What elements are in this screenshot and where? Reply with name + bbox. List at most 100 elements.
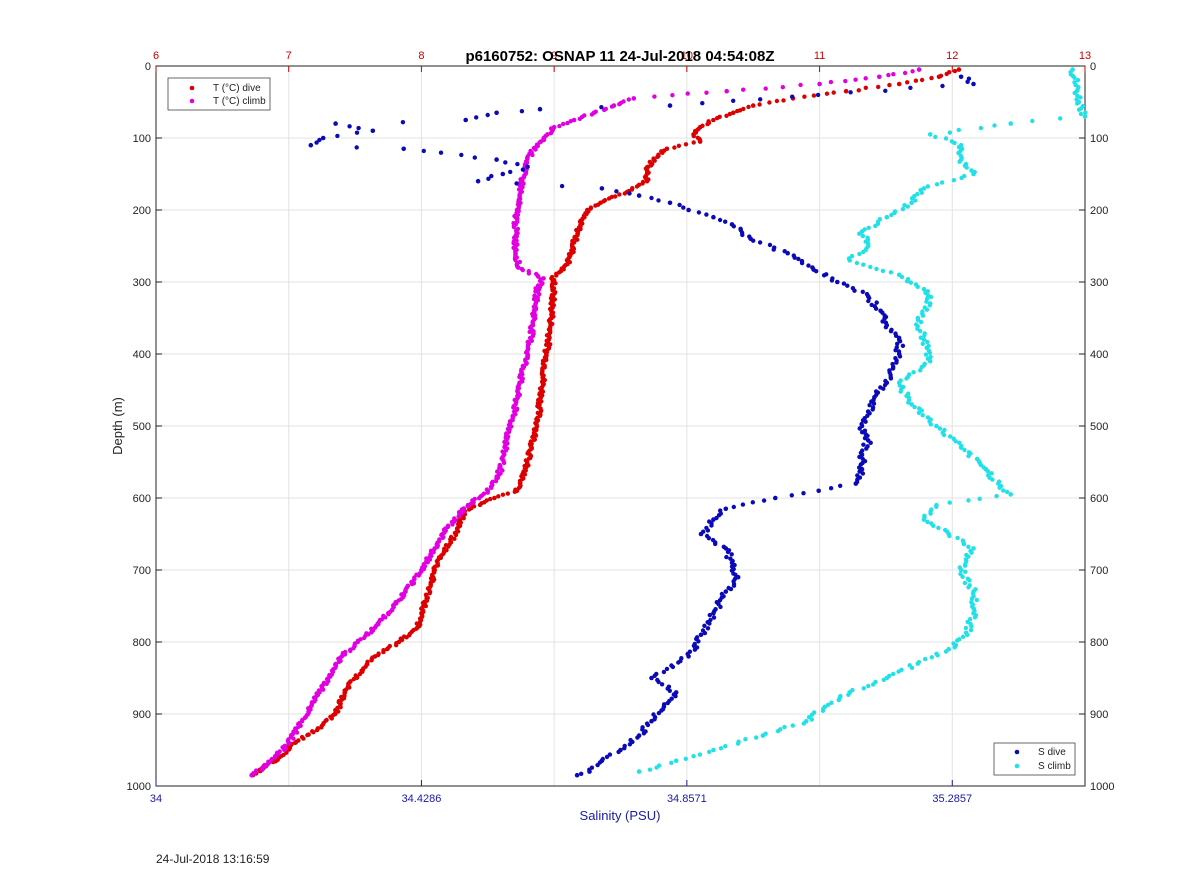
data-point xyxy=(953,439,958,444)
data-point xyxy=(746,104,751,110)
data-point xyxy=(908,280,913,285)
data-point xyxy=(631,96,637,101)
data-point xyxy=(828,486,834,491)
data-point xyxy=(1082,114,1088,119)
data-point xyxy=(919,190,924,195)
data-point xyxy=(557,123,562,129)
data-point xyxy=(652,158,657,163)
data-point xyxy=(843,88,849,94)
data-point xyxy=(913,78,919,83)
legend-label-t-dive: T (°C) dive xyxy=(213,83,261,94)
y-axis-label: Depth (m) xyxy=(110,397,125,455)
data-point xyxy=(922,333,927,338)
data-point xyxy=(622,191,627,196)
data-point xyxy=(918,328,923,334)
data-point xyxy=(641,731,647,736)
data-point xyxy=(916,67,922,72)
data-point xyxy=(654,765,659,770)
data-point xyxy=(906,400,911,405)
data-point xyxy=(476,496,482,501)
data-point xyxy=(871,682,876,687)
data-point xyxy=(809,712,815,717)
data-point xyxy=(731,98,736,104)
data-point xyxy=(948,434,953,439)
data-point xyxy=(489,173,494,179)
data-point xyxy=(888,329,894,334)
data-point xyxy=(723,219,728,224)
data-point xyxy=(260,767,265,772)
data-point xyxy=(898,389,903,394)
data-point xyxy=(966,453,971,459)
depth-tick-label-right: 600 xyxy=(1090,493,1108,505)
data-point xyxy=(711,214,716,220)
salinity-tick-label: 34 xyxy=(150,793,162,805)
data-point xyxy=(940,83,945,89)
legend-box xyxy=(167,77,271,111)
data-point xyxy=(526,271,532,276)
data-point xyxy=(897,383,902,388)
chart-title: p6160752: OSNAP 11 24-Jul-2018 04:54:08Z xyxy=(465,48,774,65)
data-point xyxy=(870,407,875,412)
data-point xyxy=(609,104,615,109)
data-point xyxy=(947,500,952,505)
data-point xyxy=(861,249,866,255)
data-point xyxy=(716,513,722,518)
data-point xyxy=(698,531,704,537)
data-point xyxy=(923,656,928,662)
data-point xyxy=(806,263,811,268)
data-point xyxy=(511,224,517,230)
data-point xyxy=(723,506,729,512)
data-point xyxy=(923,352,929,357)
data-point xyxy=(1030,118,1035,124)
data-point xyxy=(461,509,467,514)
data-point xyxy=(1072,75,1077,81)
footer-timestamp: 24-Jul-2018 13:16:59 xyxy=(156,852,270,866)
data-point xyxy=(972,615,978,620)
data-point xyxy=(622,746,627,751)
data-point xyxy=(967,578,972,583)
data-point xyxy=(969,168,974,173)
data-point xyxy=(909,665,915,670)
data-point xyxy=(520,267,525,273)
data-point xyxy=(916,410,922,415)
data-point xyxy=(780,85,785,90)
data-point xyxy=(571,117,577,123)
data-point xyxy=(438,150,444,155)
data-point xyxy=(902,70,908,76)
data-point xyxy=(673,758,679,764)
data-point xyxy=(704,212,709,217)
data-point xyxy=(548,131,554,136)
data-point xyxy=(921,186,927,191)
data-point xyxy=(635,735,640,740)
data-point xyxy=(696,639,701,644)
data-point xyxy=(537,106,543,112)
data-point xyxy=(966,498,971,503)
depth-axis: 0 0 100 100 200 200 300 300 400 400 500 500 600 600 70… xyxy=(127,61,1115,793)
data-point xyxy=(888,376,894,381)
data-point xyxy=(474,115,479,120)
data-point xyxy=(873,306,879,311)
depth-tick-label-right: 400 xyxy=(1090,349,1108,361)
depth-tick-label-right: 1000 xyxy=(1090,781,1114,793)
data-point xyxy=(758,97,763,102)
data-point xyxy=(537,292,542,297)
data-point xyxy=(692,647,698,652)
data-point xyxy=(951,178,957,183)
data-point xyxy=(959,175,964,181)
data-point xyxy=(928,422,933,427)
data-point xyxy=(960,634,966,639)
data-point xyxy=(686,654,691,659)
data-point xyxy=(848,90,853,95)
data-point xyxy=(890,366,896,371)
data-point xyxy=(731,504,736,510)
data-point xyxy=(527,329,532,335)
data-point xyxy=(845,283,850,288)
data-point xyxy=(863,419,868,424)
data-point xyxy=(913,198,918,203)
data-point xyxy=(923,290,928,295)
data-point xyxy=(862,436,868,441)
data-point xyxy=(649,675,654,681)
data-point xyxy=(816,488,821,494)
data-point xyxy=(565,120,570,126)
data-point xyxy=(952,140,957,146)
